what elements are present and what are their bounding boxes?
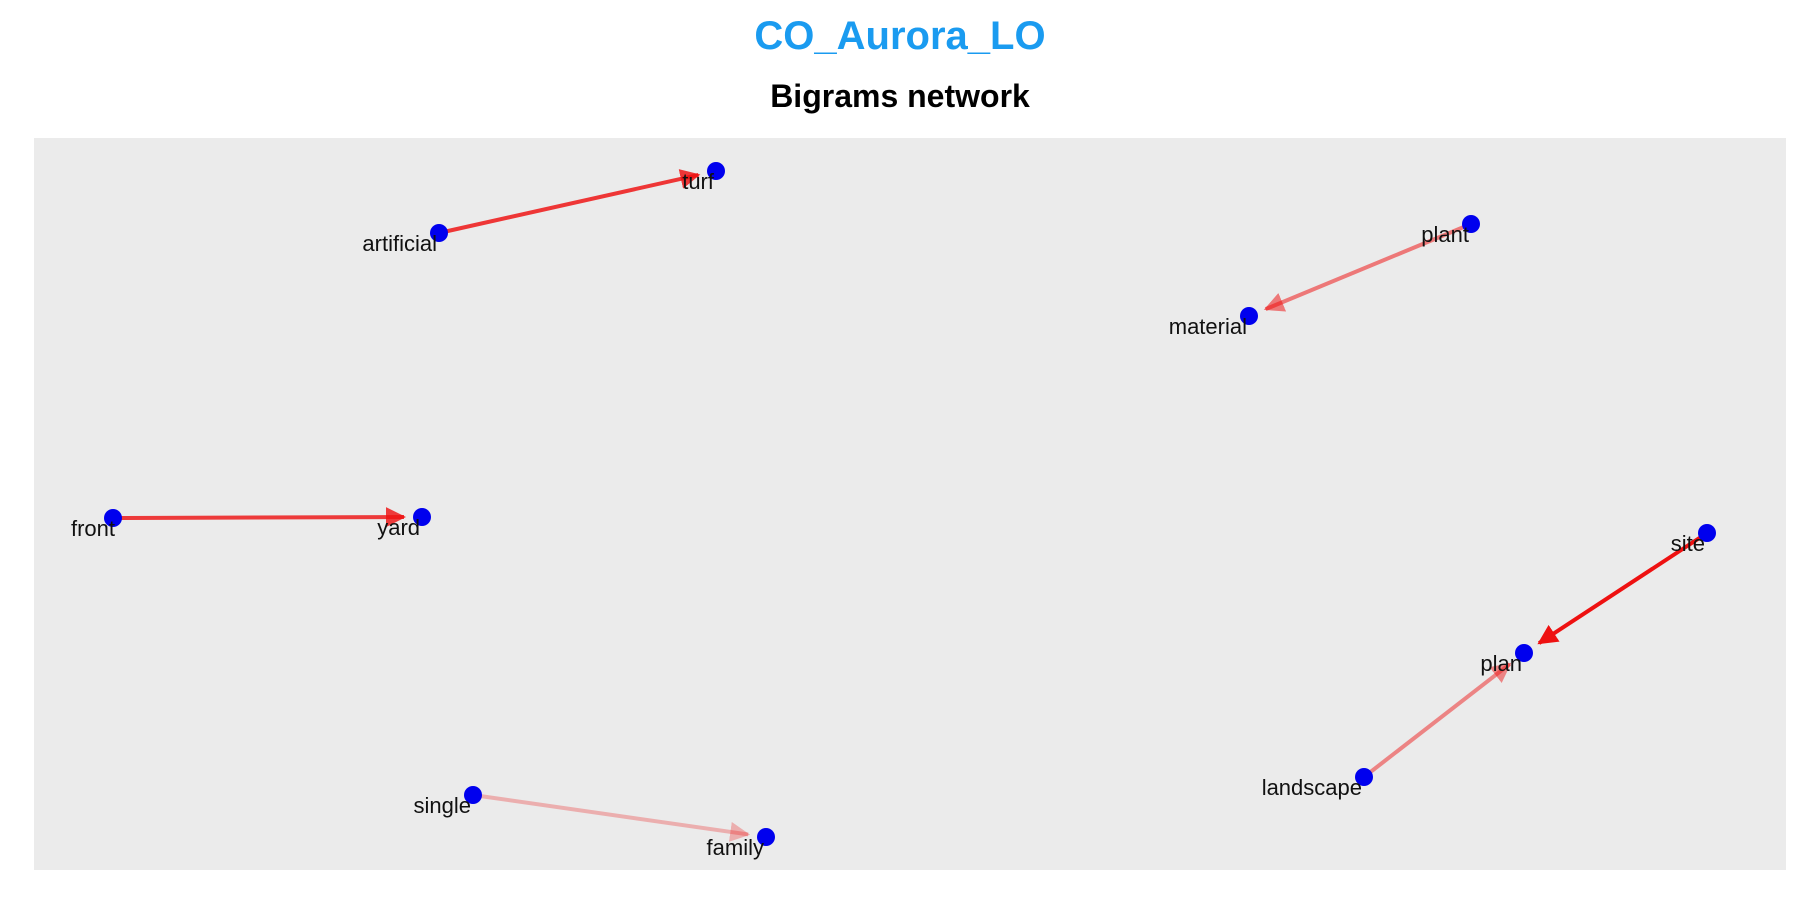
edge-plant-material: [1263, 222, 1472, 312]
node-label-front: front: [71, 516, 115, 541]
edge-single-family: [472, 793, 751, 842]
node-single: [464, 786, 482, 804]
node-site: [1698, 524, 1716, 542]
node-artificial: [430, 224, 448, 242]
node-label-family: family: [707, 835, 764, 860]
node-label-plan: plan: [1480, 651, 1522, 676]
plot-panel: [34, 138, 1786, 870]
chart-subtitle: Bigrams network: [770, 78, 1030, 114]
node-yard: [413, 508, 431, 526]
edge-site-plan: [1537, 531, 1709, 645]
edge-front-yard: [112, 507, 407, 528]
node-label-yard: yard: [377, 515, 420, 540]
node-label-single: single: [414, 793, 471, 818]
edge-landscape-plan: [1362, 662, 1512, 779]
edge-artificial-turf: [438, 169, 701, 235]
node-label-plant: plant: [1421, 222, 1469, 247]
node-label-turf: turf: [682, 169, 715, 194]
label-layer: artificial turf plant material front yard site…: [71, 169, 1705, 860]
node-landscape: [1355, 768, 1373, 786]
node-label-landscape: landscape: [1262, 775, 1362, 800]
node-material: [1240, 307, 1258, 325]
node-front: [104, 509, 122, 527]
node-turf: [707, 162, 725, 180]
node-plan: [1515, 644, 1533, 662]
node-family: [757, 828, 775, 846]
edge-layer: [112, 169, 1709, 842]
node-layer: [104, 162, 1716, 846]
node-plant: [1462, 215, 1480, 233]
chart-title: CO_Aurora_LO: [754, 14, 1046, 58]
node-label-site: site: [1671, 531, 1705, 556]
node-label-material: material: [1169, 314, 1247, 339]
node-label-artificial: artificial: [362, 231, 437, 256]
